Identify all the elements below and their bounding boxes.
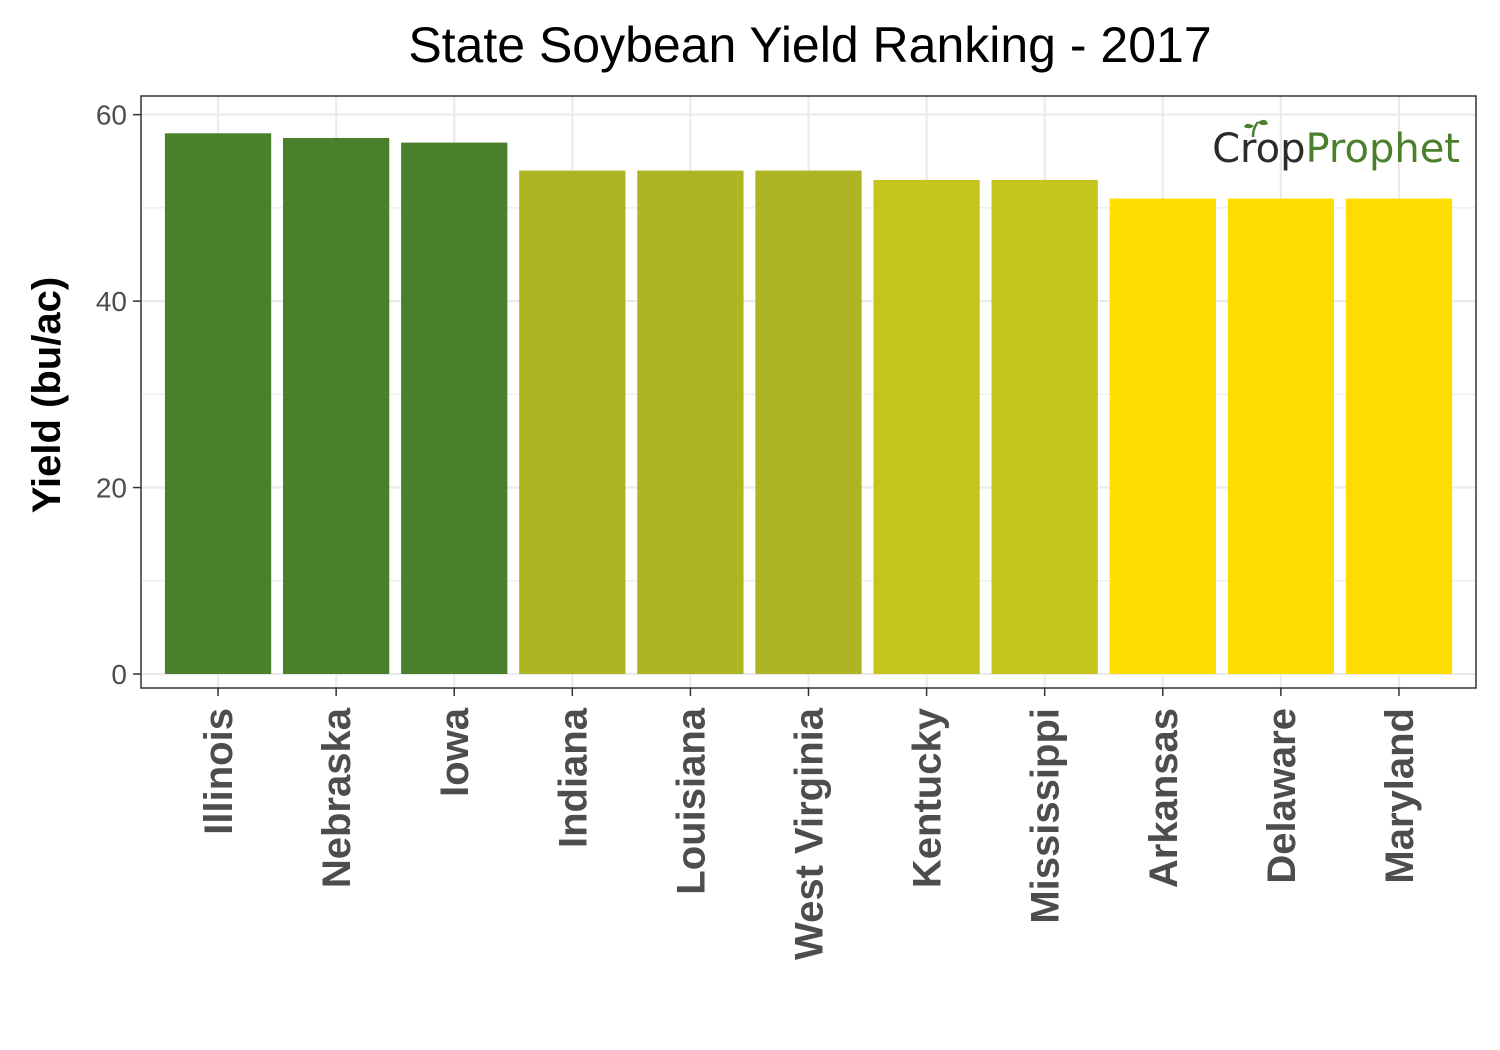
sprout-icon [1244,119,1268,138]
y-tick-label: 60 [96,100,127,131]
x-tick-label: Indiana [551,707,595,848]
bar [1345,198,1453,675]
x-tick-label: Illinois [197,708,241,835]
svg-text:CropProphet: CropProphet [1212,126,1460,172]
x-tick-label: Delaware [1260,708,1304,884]
bar [1227,198,1335,675]
logo-text-crop-end: p [1280,126,1305,172]
bar [164,133,272,675]
x-tick-label: Maryland [1378,708,1422,884]
x-tick-label: Arkansas [1142,708,1186,888]
chart-title: State Soybean Yield Ranking - 2017 [408,17,1211,73]
y-tick-label: 20 [96,473,127,504]
bar [755,170,862,675]
y-tick-label: 40 [96,286,127,317]
bar [873,179,980,675]
logo-text-crop-o: o [1256,126,1280,172]
x-tick-label: Nebraska [315,707,359,888]
x-tick-label: Mississippi [1024,708,1068,924]
bar [991,179,1098,675]
y-axis-label: Yield (bu/ac) [25,277,69,513]
x-tick-label: West Virginia [788,707,832,960]
x-tick-label: Louisiana [669,707,713,894]
y-axis-ticks: 0 20 40 60 [96,100,141,690]
cropprophet-logo: CropProphet [1212,119,1460,172]
x-tick-label: Iowa [433,707,477,797]
logo-text-prophet: Prophet [1306,126,1461,172]
bars-group [164,133,1453,675]
bar [519,170,626,675]
x-axis-ticks: Illinois Nebraska Iowa Indiana Louisiana West… [197,688,1422,960]
bar [637,170,744,675]
bar [282,137,390,675]
logo-text-crop-start: Cr [1212,126,1257,172]
bar [401,142,508,675]
bar [1109,198,1216,675]
x-tick-label: Kentucky [906,707,950,888]
y-tick-label: 0 [111,659,127,690]
